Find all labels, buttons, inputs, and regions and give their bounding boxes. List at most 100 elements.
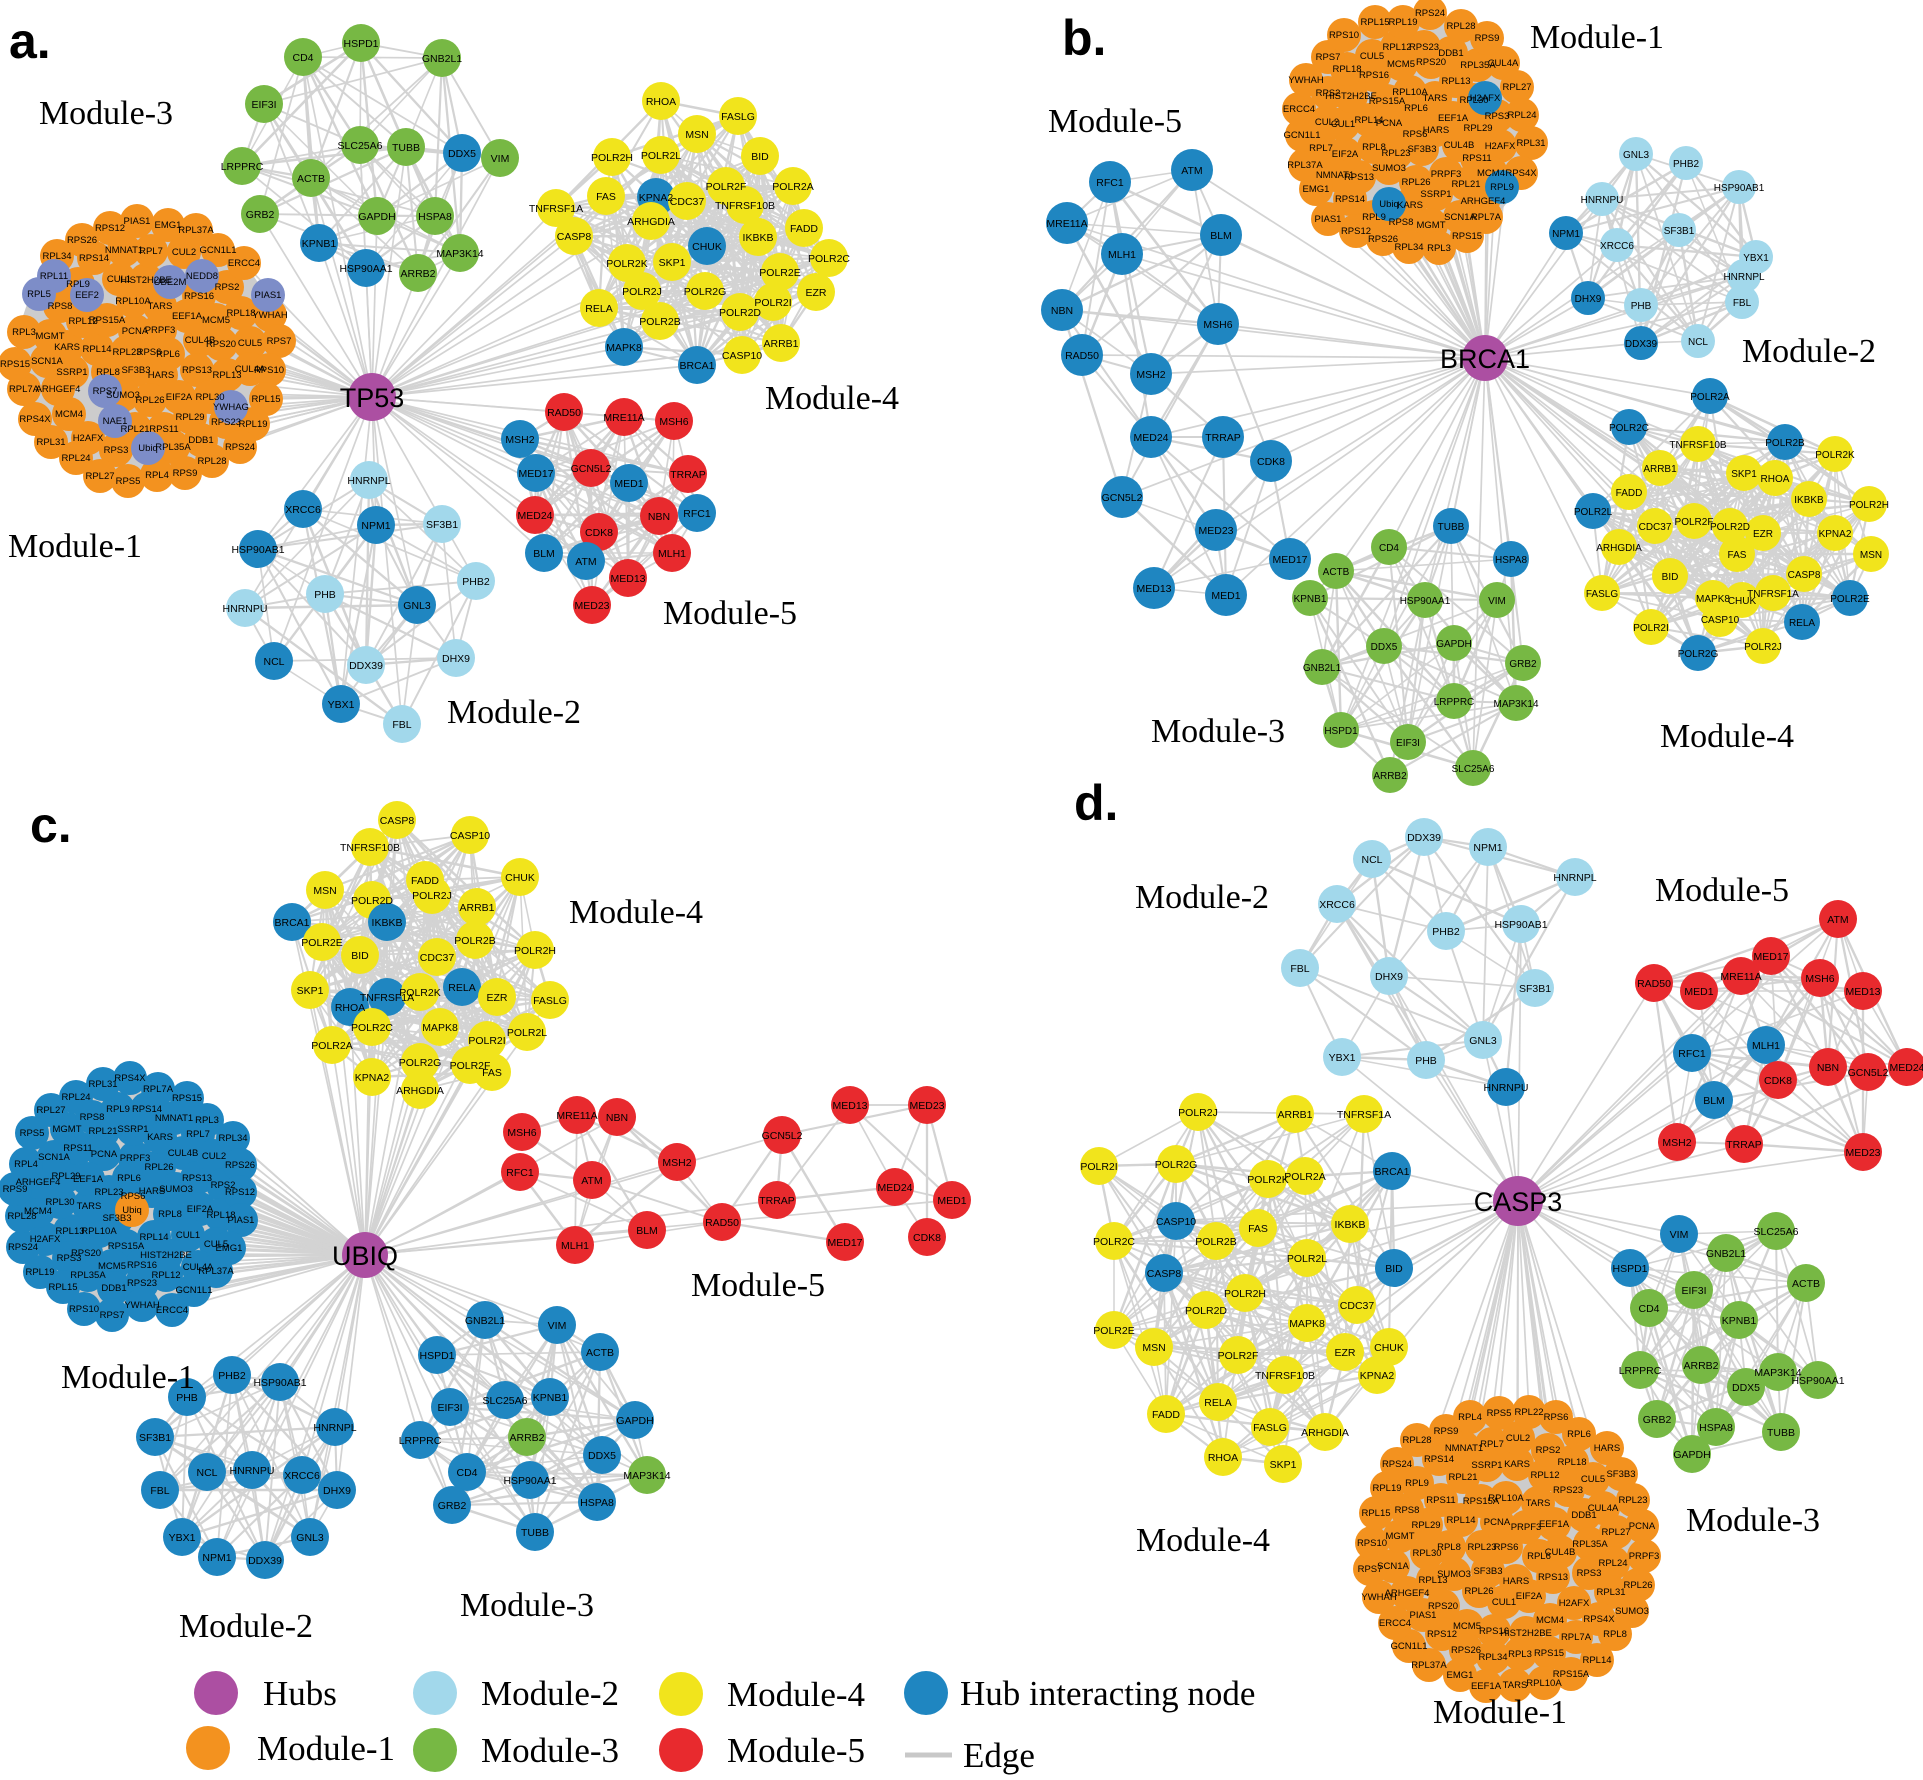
svg-text:RPL14: RPL14: [1582, 1655, 1611, 1666]
svg-text:RPL9: RPL9: [1362, 212, 1386, 223]
svg-text:MSH6: MSH6: [1805, 973, 1834, 985]
svg-text:EEF1A: EEF1A: [1539, 1519, 1570, 1530]
svg-text:FASLG: FASLG: [721, 111, 755, 123]
svg-text:RPL14: RPL14: [139, 1232, 168, 1243]
svg-text:RPL26: RPL26: [135, 395, 164, 406]
svg-text:TNFRSF1A: TNFRSF1A: [360, 992, 414, 1004]
svg-text:DDX39: DDX39: [349, 660, 383, 672]
svg-text:SCN1A: SCN1A: [31, 356, 63, 367]
svg-text:GNB2L1: GNB2L1: [422, 53, 462, 65]
svg-text:RPS7: RPS7: [1358, 1564, 1383, 1575]
svg-text:POLR2J: POLR2J: [1178, 1107, 1218, 1119]
svg-text:MCM4: MCM4: [1477, 168, 1505, 179]
svg-text:RFC1: RFC1: [683, 508, 711, 520]
svg-text:GNL3: GNL3: [403, 600, 431, 612]
svg-text:ACTB: ACTB: [1323, 567, 1350, 578]
svg-text:FAS: FAS: [482, 1067, 502, 1079]
svg-text:Edge: Edge: [963, 1736, 1035, 1775]
svg-text:HARS: HARS: [1594, 1443, 1620, 1454]
svg-text:RPS16: RPS16: [127, 1260, 157, 1271]
svg-text:YBX1: YBX1: [328, 699, 355, 711]
svg-text:KARS: KARS: [1397, 200, 1423, 211]
svg-text:MED13: MED13: [1845, 986, 1880, 998]
svg-text:RPS15: RPS15: [172, 1093, 202, 1104]
svg-text:RPS11: RPS11: [63, 1143, 92, 1154]
svg-text:MED23: MED23: [909, 1100, 944, 1112]
svg-text:CHUK: CHUK: [1374, 1342, 1404, 1354]
svg-text:RPS6: RPS6: [137, 347, 162, 358]
svg-text:PIAS1: PIAS1: [228, 1215, 255, 1226]
svg-text:GNB2L1: GNB2L1: [465, 1315, 505, 1327]
svg-text:SKP1: SKP1: [297, 985, 324, 997]
svg-text:RPL37A: RPL37A: [1287, 160, 1323, 171]
svg-text:CUL4A: CUL4A: [235, 364, 266, 375]
svg-text:RPS20: RPS20: [71, 1248, 101, 1259]
svg-text:NCL: NCL: [1688, 337, 1708, 348]
svg-text:FBL: FBL: [150, 1485, 169, 1497]
svg-text:NCL: NCL: [1361, 854, 1382, 866]
svg-text:Module-1: Module-1: [8, 528, 142, 565]
svg-text:d.: d.: [1074, 775, 1118, 831]
svg-text:CUL4B: CUL4B: [1545, 1547, 1576, 1558]
svg-text:ATM: ATM: [1827, 914, 1848, 926]
svg-text:CUL1: CUL1: [1331, 119, 1355, 130]
svg-text:CUL4B: CUL4B: [1444, 140, 1475, 151]
svg-text:RPS2: RPS2: [1536, 1445, 1561, 1456]
svg-text:NMNAT1: NMNAT1: [1316, 170, 1354, 181]
svg-text:FASLG: FASLG: [533, 995, 567, 1007]
svg-text:MCM4: MCM4: [55, 409, 83, 420]
svg-text:CUL4A: CUL4A: [1588, 1503, 1619, 1514]
svg-text:TARS: TARS: [1503, 1680, 1528, 1691]
svg-text:DDX39: DDX39: [1407, 832, 1441, 844]
svg-text:MED17: MED17: [518, 468, 553, 480]
svg-text:RPL7: RPL7: [139, 246, 163, 257]
svg-text:RPS24: RPS24: [8, 1242, 38, 1253]
svg-text:MED23: MED23: [1198, 525, 1233, 537]
svg-text:POLR2A: POLR2A: [1284, 1171, 1325, 1183]
svg-text:HSPA8: HSPA8: [1699, 1422, 1733, 1434]
svg-text:MED17: MED17: [827, 1237, 862, 1249]
svg-text:RPS15A: RPS15A: [89, 315, 126, 326]
svg-text:RPL8: RPL8: [158, 1209, 182, 1220]
svg-text:CHUK: CHUK: [505, 872, 535, 884]
svg-text:NEDD8: NEDD8: [186, 271, 218, 282]
svg-text:RAD50: RAD50: [1065, 350, 1099, 362]
svg-text:HSP90AB1: HSP90AB1: [231, 544, 284, 556]
svg-text:RPL7: RPL7: [186, 1129, 210, 1140]
svg-text:NPM1: NPM1: [1552, 229, 1580, 240]
svg-text:SF3B3: SF3B3: [121, 365, 150, 376]
svg-text:RPL27: RPL27: [36, 1105, 65, 1116]
svg-text:IKBKB: IKBKB: [743, 232, 774, 244]
svg-text:RPS7: RPS7: [267, 336, 292, 347]
svg-text:PCNA: PCNA: [122, 326, 149, 337]
svg-text:RPL28: RPL28: [7, 1211, 36, 1222]
svg-text:RPL22: RPL22: [1514, 1407, 1543, 1418]
svg-text:RPL30: RPL30: [1459, 95, 1488, 106]
svg-text:GCN5L2: GCN5L2: [762, 1130, 803, 1142]
svg-text:GCN1L1: GCN1L1: [200, 245, 237, 256]
svg-text:SKP1: SKP1: [1731, 469, 1757, 480]
svg-text:EMG1: EMG1: [1303, 184, 1330, 195]
svg-text:RPL26: RPL26: [144, 1162, 173, 1173]
svg-text:RHOA: RHOA: [1761, 474, 1790, 485]
svg-text:RPS12: RPS12: [1341, 226, 1371, 237]
svg-text:SF3B3: SF3B3: [102, 1213, 131, 1224]
svg-text:POLR2B: POLR2B: [1195, 1236, 1236, 1248]
svg-text:CDK8: CDK8: [1257, 456, 1285, 468]
svg-text:RPL19: RPL19: [25, 1267, 54, 1278]
svg-text:RPS8: RPS8: [1389, 217, 1414, 228]
svg-text:Module-5: Module-5: [1048, 103, 1182, 140]
svg-text:FAS: FAS: [596, 191, 616, 203]
svg-text:RPS15: RPS15: [1534, 1648, 1564, 1659]
svg-text:SLC25A6: SLC25A6: [1754, 1226, 1799, 1238]
svg-text:MSH2: MSH2: [1662, 1137, 1691, 1149]
svg-text:RPL6: RPL6: [1527, 1551, 1551, 1562]
svg-text:NCL: NCL: [263, 656, 284, 668]
svg-text:KPNA2: KPNA2: [639, 192, 674, 204]
svg-text:PHB2: PHB2: [218, 1370, 246, 1382]
svg-text:NPM1: NPM1: [1473, 842, 1502, 854]
svg-text:RPL24: RPL24: [1507, 110, 1536, 121]
svg-text:RPL30: RPL30: [1412, 1548, 1441, 1559]
svg-text:BRCA1: BRCA1: [1440, 344, 1530, 374]
svg-text:CASP8: CASP8: [1147, 1268, 1182, 1280]
